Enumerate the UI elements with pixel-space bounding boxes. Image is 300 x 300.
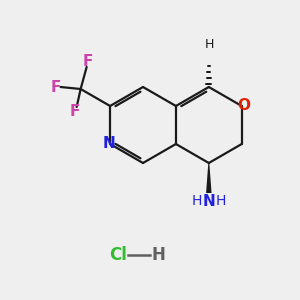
Text: H: H — [151, 246, 165, 264]
Text: N: N — [103, 136, 116, 152]
Text: N: N — [202, 194, 215, 208]
Polygon shape — [206, 163, 212, 193]
Text: H: H — [205, 38, 214, 51]
Text: H: H — [191, 194, 202, 208]
Text: O: O — [237, 98, 250, 113]
Text: H: H — [216, 194, 226, 208]
Text: F: F — [70, 104, 80, 119]
Text: Cl: Cl — [109, 246, 127, 264]
Text: F: F — [50, 80, 61, 94]
Text: F: F — [82, 55, 93, 70]
